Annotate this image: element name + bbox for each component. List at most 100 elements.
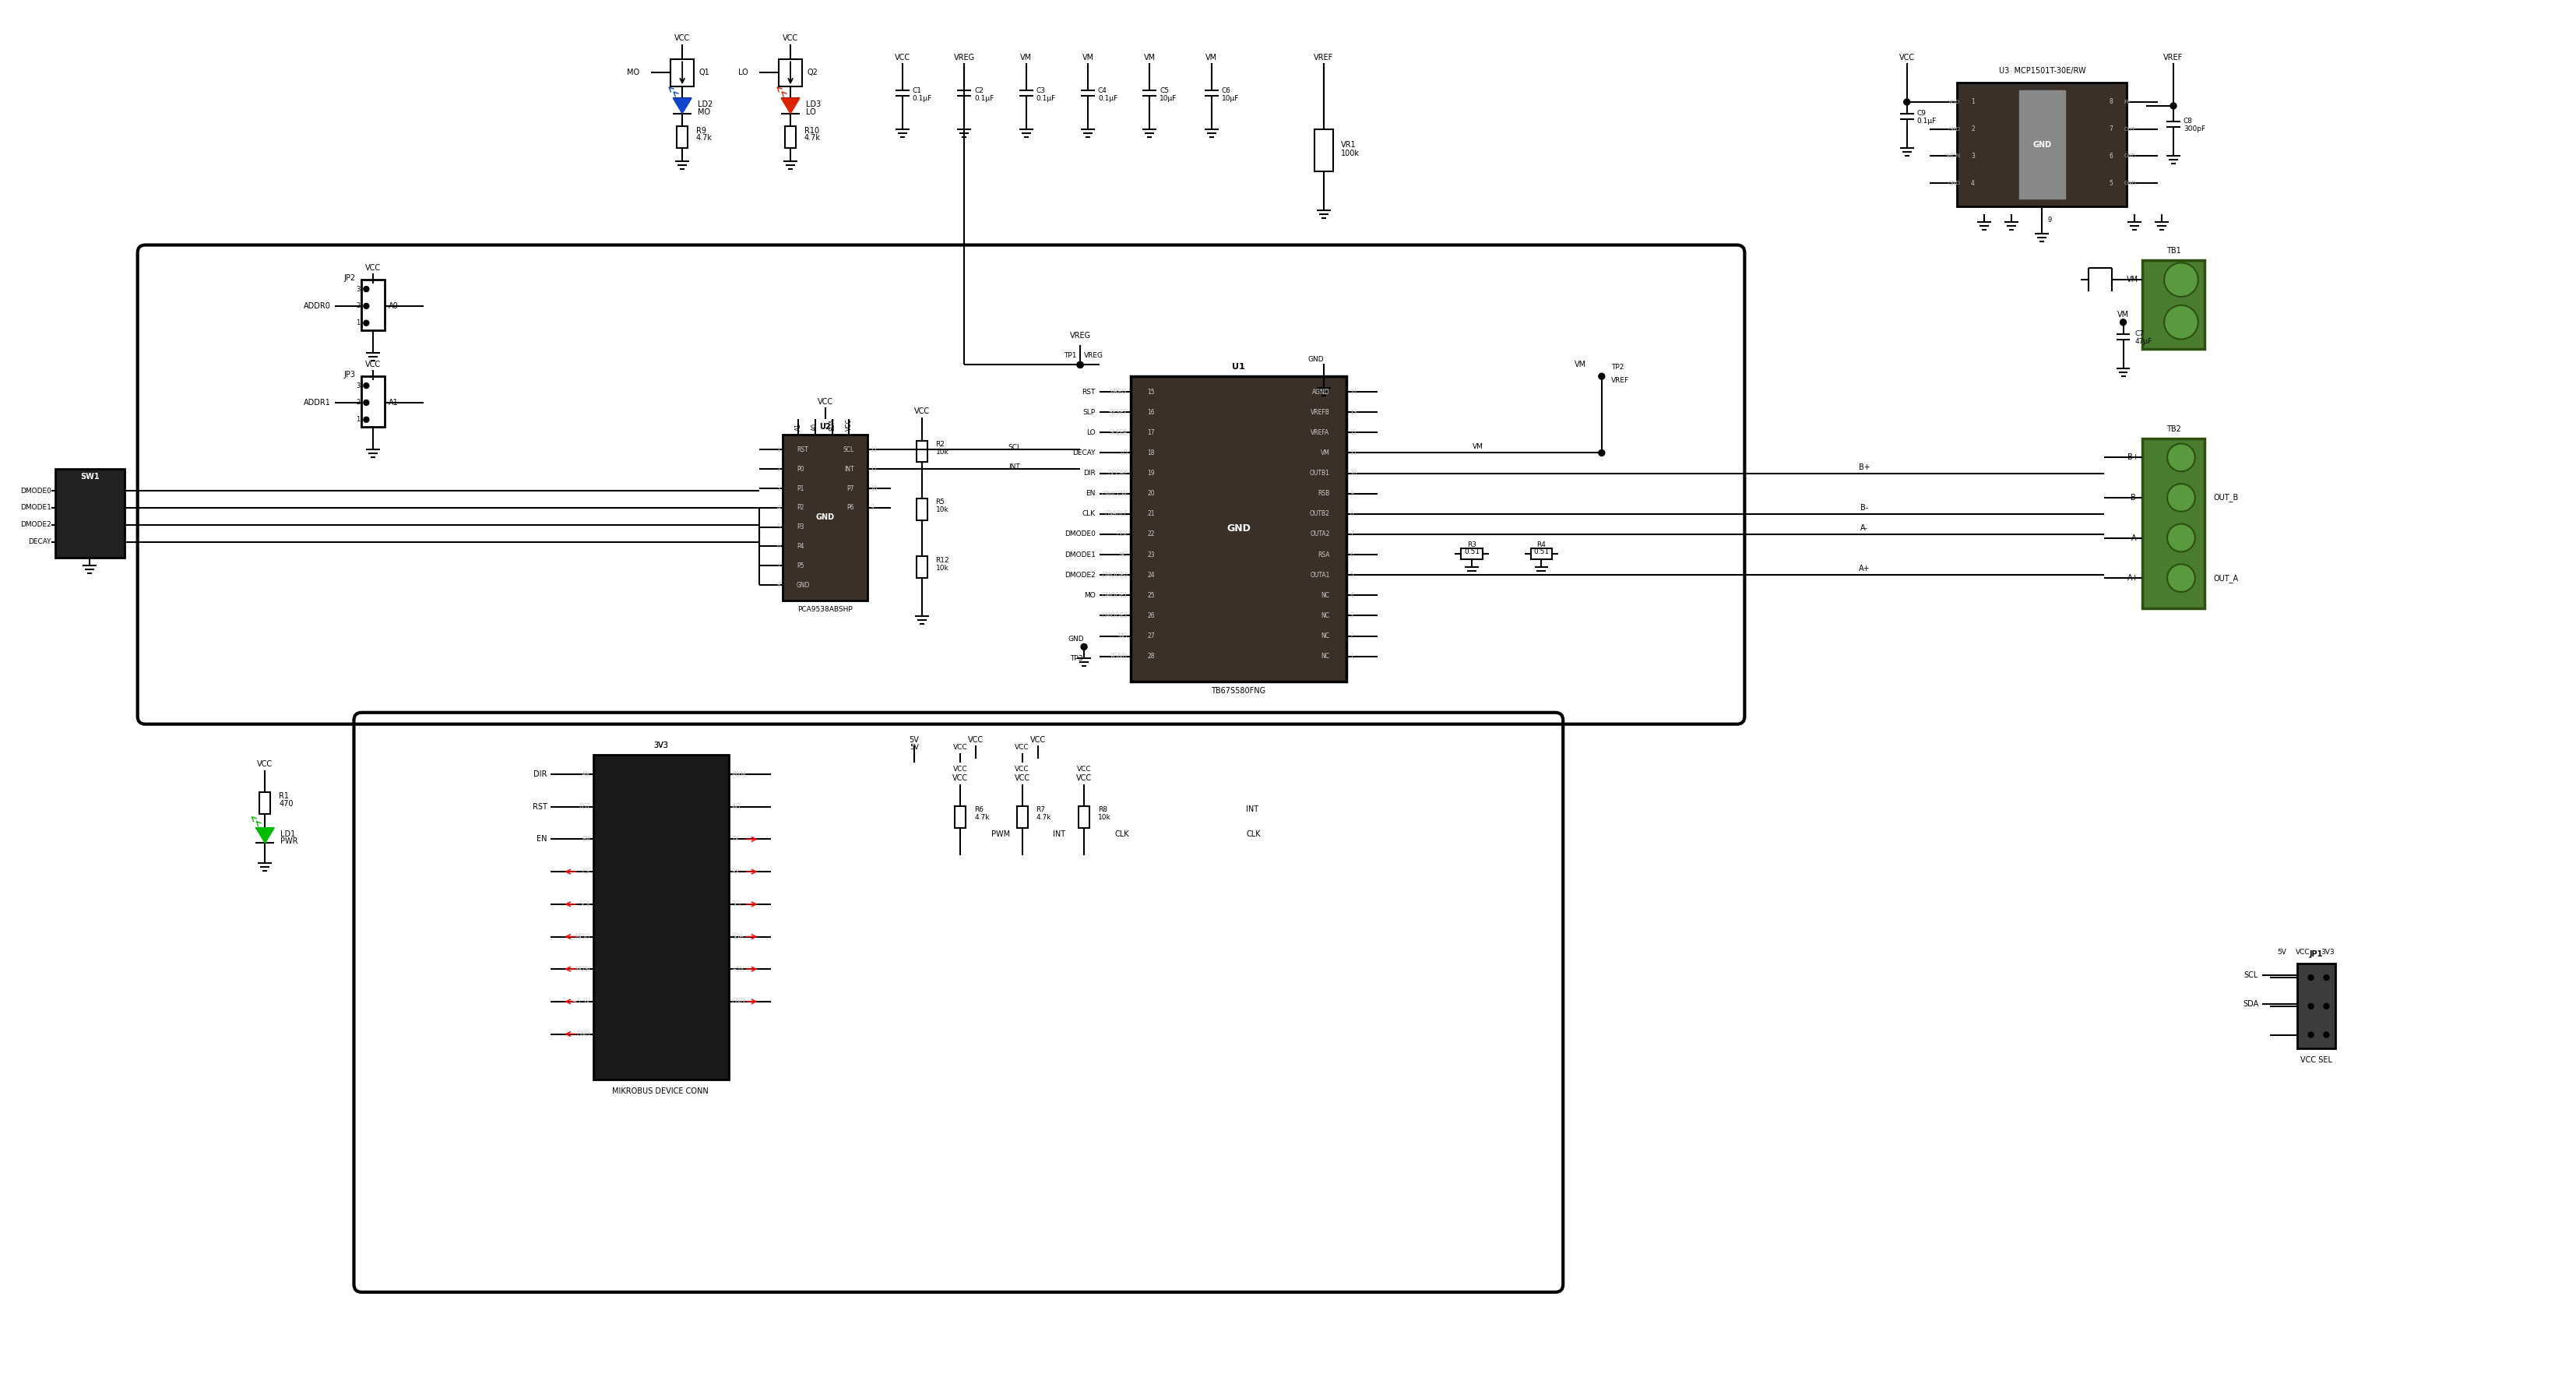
- Circle shape: [2308, 975, 2313, 981]
- Text: 28: 28: [1146, 653, 1154, 660]
- Text: EN: EN: [1087, 490, 1095, 497]
- Text: TB67S580FNG: TB67S580FNG: [1211, 686, 1265, 695]
- Text: 100k: 100k: [1340, 151, 1360, 157]
- Text: +3.3V: +3.3V: [572, 998, 590, 1005]
- Text: 3V3: 3V3: [654, 742, 667, 750]
- Text: TP1: TP1: [1064, 352, 1077, 359]
- Text: 19: 19: [1146, 470, 1154, 476]
- Text: JP1: JP1: [2311, 950, 2324, 958]
- Text: PGND: PGND: [1110, 653, 1128, 660]
- Text: NC: NC: [1118, 551, 1128, 558]
- Text: LO: LO: [1121, 449, 1128, 456]
- Text: INT: INT: [845, 465, 853, 472]
- Text: +5V: +5V: [732, 965, 744, 972]
- Text: CLK: CLK: [1247, 830, 1260, 838]
- Text: R2: R2: [935, 441, 945, 447]
- Text: OUTB1: OUTB1: [1309, 470, 1329, 476]
- Text: VR1: VR1: [1340, 141, 1355, 148]
- Text: SCL: SCL: [732, 900, 742, 907]
- Text: OUTB2: OUTB2: [1309, 511, 1329, 518]
- Text: C4: C4: [1097, 87, 1108, 94]
- Text: VCC: VCC: [1030, 736, 1046, 743]
- Text: 1: 1: [1350, 653, 1352, 660]
- Text: DMODE2: DMODE2: [21, 521, 52, 529]
- Bar: [1018, 807, 1028, 827]
- Text: Q2: Q2: [806, 69, 819, 76]
- Circle shape: [2324, 975, 2329, 981]
- Bar: [783, 434, 868, 601]
- Text: SCL: SCL: [1007, 443, 1020, 452]
- Text: 9: 9: [2048, 217, 2053, 224]
- Text: DIR: DIR: [533, 771, 546, 779]
- Text: MIKROBUS DEVICE CONN: MIKROBUS DEVICE CONN: [613, 1087, 708, 1095]
- Text: A0: A0: [811, 423, 819, 431]
- Bar: [2020, 90, 2066, 199]
- Text: LD3: LD3: [806, 101, 822, 108]
- Text: DMODE1: DMODE1: [1064, 551, 1095, 558]
- Text: 23: 23: [1146, 551, 1154, 558]
- Text: U2: U2: [819, 423, 832, 431]
- Text: VCC: VCC: [953, 765, 969, 772]
- Text: 0.1μF: 0.1μF: [1917, 117, 1937, 124]
- Bar: [786, 126, 796, 148]
- Bar: [670, 59, 693, 87]
- Text: VCC: VCC: [817, 398, 832, 406]
- Text: LD2: LD2: [698, 101, 714, 108]
- Text: 0.1μF: 0.1μF: [912, 95, 933, 102]
- Text: CW/CCW: CW/CCW: [1103, 490, 1128, 497]
- Text: VCC: VCC: [366, 360, 381, 369]
- Circle shape: [2164, 305, 2197, 340]
- Text: 2: 2: [355, 399, 361, 406]
- Text: VCC: VCC: [1015, 744, 1030, 751]
- Text: DIR: DIR: [1084, 470, 1095, 476]
- Text: LO: LO: [737, 69, 747, 76]
- Text: CLK: CLK: [1082, 511, 1095, 518]
- Text: 0.1μF: 0.1μF: [1097, 95, 1118, 102]
- Text: A-: A-: [2130, 534, 2138, 541]
- Text: 470: 470: [278, 800, 294, 808]
- Text: 8: 8: [2110, 98, 2112, 105]
- Text: SCK: SCK: [580, 900, 590, 907]
- Circle shape: [2166, 483, 2195, 511]
- Text: GND: GND: [2032, 141, 2050, 148]
- Text: SDA: SDA: [732, 934, 744, 940]
- Text: VM: VM: [1574, 360, 1587, 369]
- Text: NC: NC: [1321, 612, 1329, 619]
- Circle shape: [363, 304, 368, 309]
- Text: 3: 3: [775, 485, 781, 492]
- Text: ADDR1: ADDR1: [304, 399, 330, 406]
- Text: B-: B-: [1860, 504, 1868, 511]
- Text: MISO: MISO: [574, 934, 590, 940]
- Bar: [1461, 548, 1484, 559]
- Text: C8: C8: [2184, 117, 2192, 124]
- Text: CLK: CLK: [1115, 530, 1128, 537]
- Text: 2: 2: [1350, 632, 1352, 639]
- Bar: [54, 470, 124, 558]
- Text: VCC: VCC: [1015, 775, 1030, 782]
- Text: U3  MCP1501T-30E/RW: U3 MCP1501T-30E/RW: [1999, 68, 2087, 75]
- Text: NC: NC: [1321, 592, 1329, 599]
- Circle shape: [2308, 1032, 2313, 1037]
- Text: MO: MO: [1118, 632, 1128, 639]
- Text: GND: GND: [2125, 181, 2136, 185]
- Text: A+: A+: [2128, 574, 2138, 581]
- Text: 20: 20: [1146, 490, 1154, 497]
- Text: R9: R9: [696, 127, 706, 134]
- Text: VM: VM: [1144, 54, 1157, 62]
- Text: VCC: VCC: [969, 736, 984, 743]
- Text: C5: C5: [1159, 87, 1170, 94]
- Text: VCC: VCC: [366, 264, 381, 272]
- Text: R7: R7: [1036, 807, 1046, 813]
- Text: 5: 5: [775, 523, 781, 530]
- Text: VM: VM: [1321, 449, 1329, 456]
- Text: C6: C6: [1221, 87, 1231, 94]
- Text: RESET: RESET: [1108, 409, 1128, 416]
- Text: 5V: 5V: [909, 744, 920, 751]
- Text: VCC: VCC: [953, 775, 969, 782]
- Text: OUT_B: OUT_B: [2213, 493, 2239, 501]
- Text: INT: INT: [732, 804, 742, 811]
- Text: C3: C3: [1036, 87, 1046, 94]
- Text: DECAY: DECAY: [28, 539, 52, 545]
- Text: 6: 6: [1350, 551, 1352, 558]
- Text: DMODE0: DMODE0: [1100, 572, 1128, 579]
